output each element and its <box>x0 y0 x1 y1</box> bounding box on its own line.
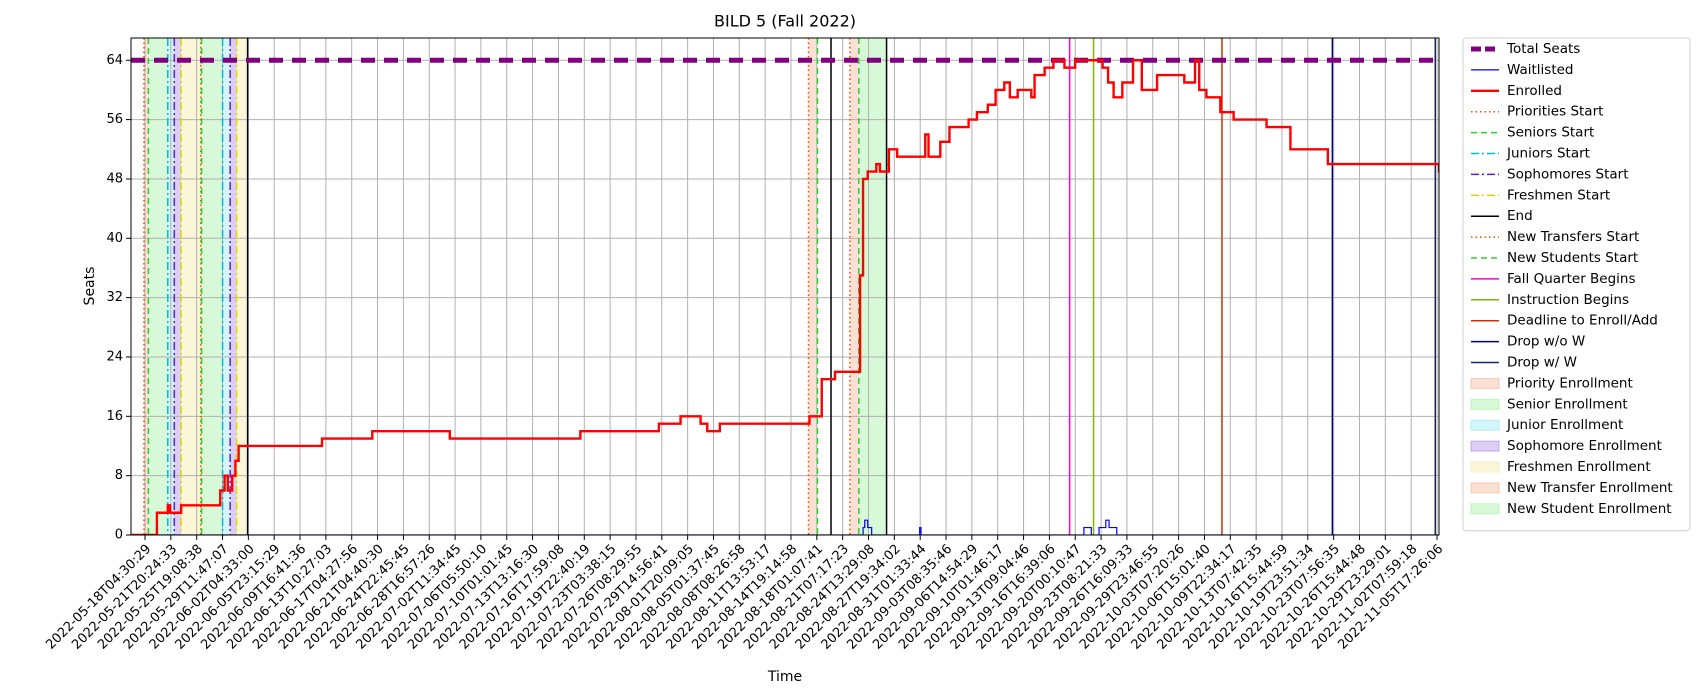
enrollment-span <box>858 38 887 535</box>
enrollment-span <box>808 38 818 535</box>
enrollment-span <box>849 38 859 535</box>
legend-label: Total Seats <box>1506 41 1580 57</box>
legend-label: New Student Enrollment <box>1507 501 1672 517</box>
legend-label: Freshmen Enrollment <box>1507 459 1651 475</box>
legend-label: Waitlisted <box>1507 62 1574 78</box>
legend-label: Drop w/o W <box>1507 334 1585 350</box>
axes: 08162432404856642022-05-18T04:30:292022-… <box>43 37 1446 653</box>
y-tick-label: 40 <box>106 231 123 246</box>
legend-label: New Students Start <box>1507 250 1638 266</box>
y-tick-label: 56 <box>106 112 123 127</box>
legend-label: Senior Enrollment <box>1507 396 1628 412</box>
y-tick-label: 32 <box>106 290 123 305</box>
legend-label: Junior Enrollment <box>1506 417 1623 433</box>
y-tick-label: 0 <box>115 528 123 543</box>
y-tick-label: 48 <box>106 171 123 186</box>
legend-label: Priorities Start <box>1507 104 1603 120</box>
y-axis-label: Seats <box>82 267 98 306</box>
legend-marker <box>1470 419 1500 431</box>
legend-label: Juniors Start <box>1506 146 1590 162</box>
legend-label: New Transfers Start <box>1507 229 1639 245</box>
legend: Total Seats Waitlisted Enrolled Priorities … <box>1462 37 1691 532</box>
enrollment-span <box>143 38 149 535</box>
y-tick-label: 16 <box>106 409 123 424</box>
legend-label: Drop w/ W <box>1507 355 1577 371</box>
legend-marker <box>1470 503 1500 515</box>
enrollment-span <box>236 38 248 535</box>
plot-background <box>131 38 1439 535</box>
plot-marks <box>131 38 1439 535</box>
enrollment-span <box>230 38 237 535</box>
legend-label: Sophomores Start <box>1507 166 1629 182</box>
x-axis-label: Time <box>767 669 802 685</box>
series-line <box>131 519 1439 535</box>
legend-label: Fall Quarter Begins <box>1507 271 1636 287</box>
series-line <box>131 59 1439 535</box>
legend-box <box>1462 37 1691 532</box>
legend-marker <box>1470 461 1500 473</box>
legend-marker <box>1470 482 1500 494</box>
legend-label: Deadline to Enroll/Add <box>1507 313 1658 329</box>
enrollment-span <box>181 38 201 535</box>
legend-label: End <box>1507 208 1533 224</box>
y-tick-label: 64 <box>106 53 123 68</box>
legend-label: Priority Enrollment <box>1507 375 1633 391</box>
legend-marker <box>1470 440 1500 452</box>
y-tick-label: 8 <box>115 468 123 483</box>
enrollment-span <box>201 38 223 535</box>
legend-label: Instruction Begins <box>1507 292 1629 308</box>
legend-label: Freshmen Start <box>1507 187 1610 203</box>
legend-label: Enrolled <box>1507 83 1562 99</box>
legend-marker <box>1470 398 1500 410</box>
legend-label: Seniors Start <box>1507 125 1594 141</box>
legend-label: New Transfer Enrollment <box>1507 480 1673 496</box>
enrollment-span <box>148 38 168 535</box>
enrollment-span <box>222 38 231 535</box>
plot-frame <box>130 37 1440 536</box>
y-tick-label: 24 <box>106 349 123 364</box>
legend-marker <box>1470 377 1500 389</box>
chart-title: BILD 5 (Fall 2022) <box>714 12 856 31</box>
legend-label: Sophomore Enrollment <box>1507 438 1662 454</box>
enrollment-span <box>174 38 182 535</box>
